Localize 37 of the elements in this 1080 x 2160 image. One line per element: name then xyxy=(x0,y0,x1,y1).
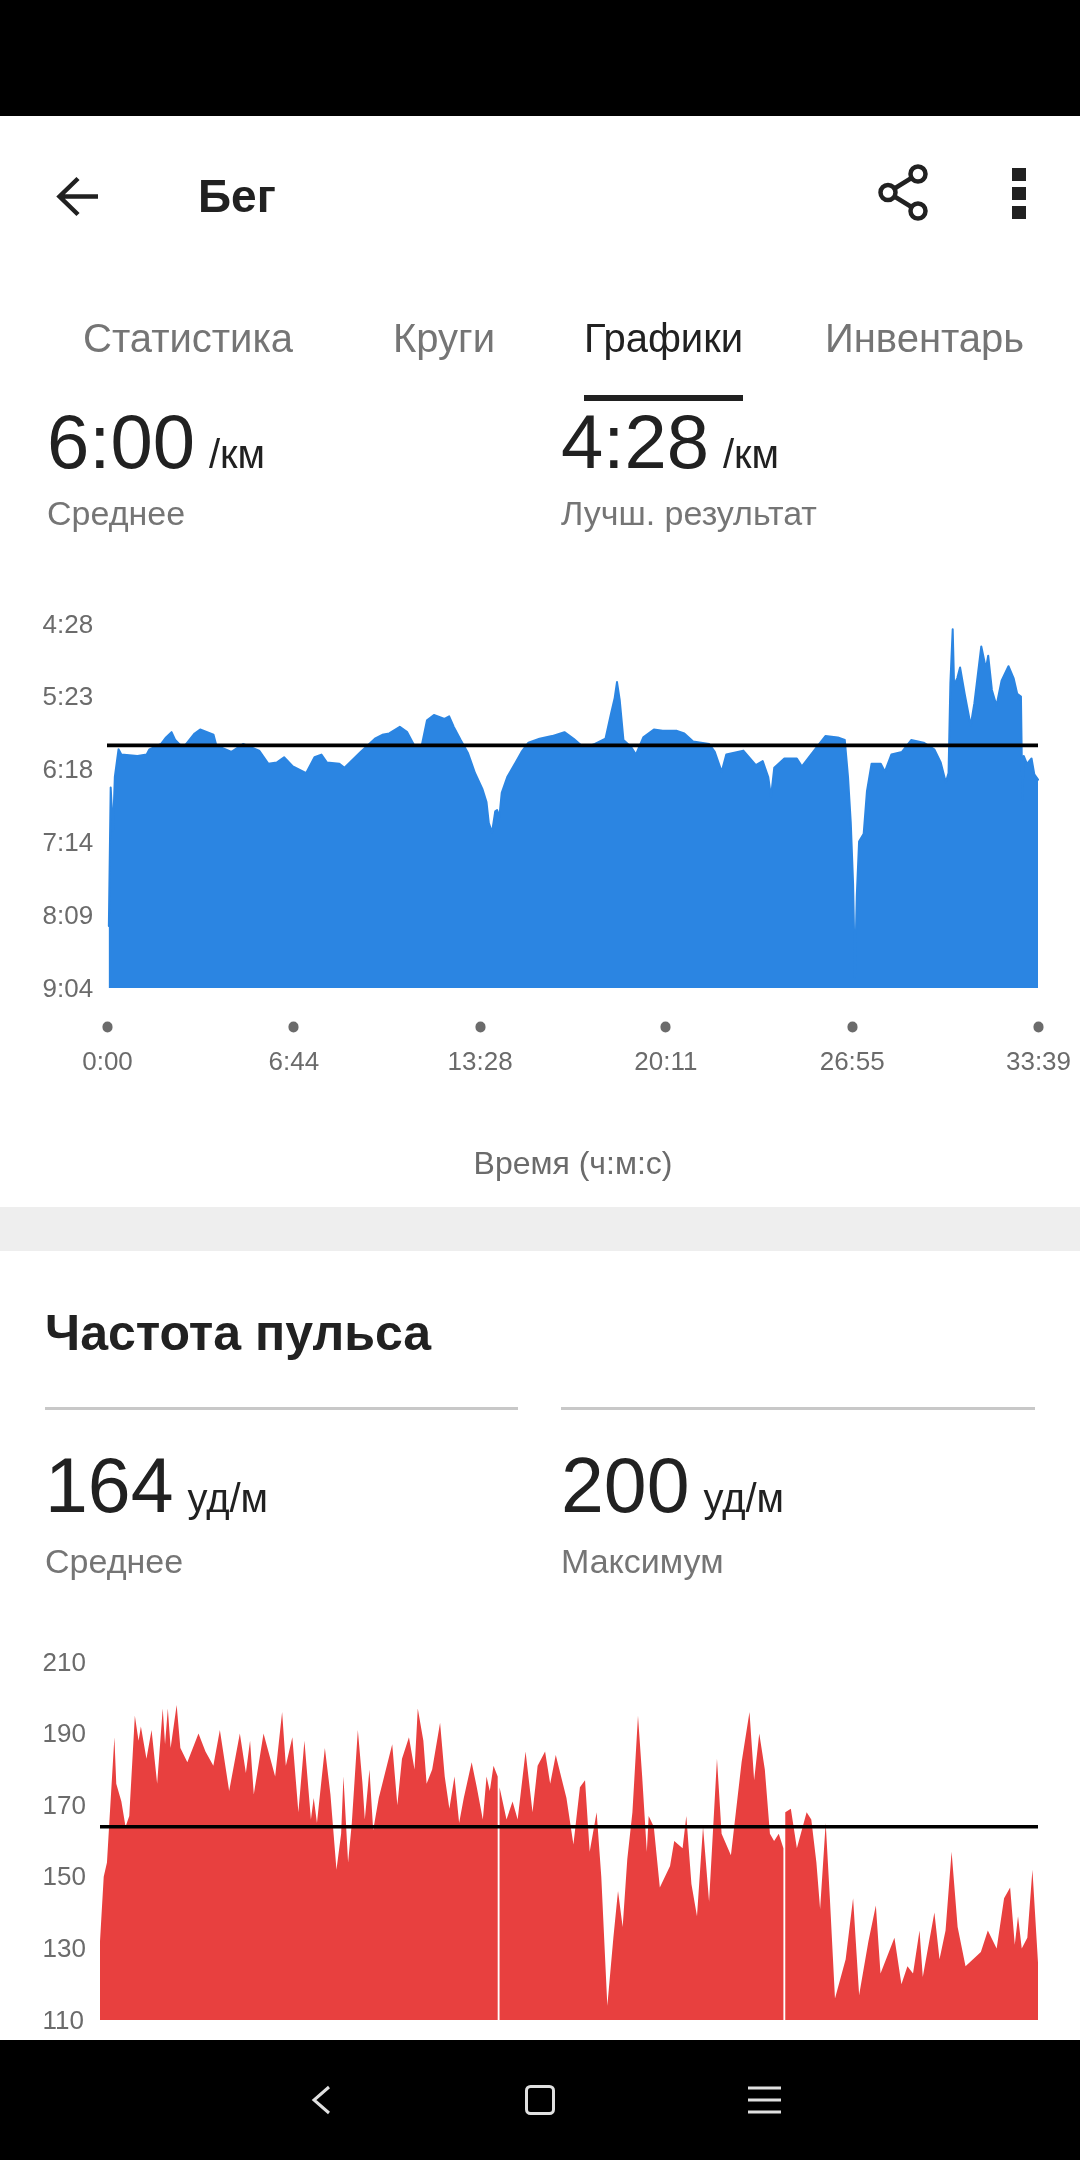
text: Максимум xyxy=(561,1542,724,1581)
y-tick-label: 190 xyxy=(42,1718,86,1749)
text: уд/м xyxy=(187,1475,269,1520)
chart-title: Бег xyxy=(198,170,276,223)
y-tick-label: 6:18 xyxy=(42,753,94,784)
text: 164 xyxy=(45,1441,174,1528)
y-tick-label: 8:09 xyxy=(42,899,94,930)
text: Графики xyxy=(584,316,744,361)
y-tick-label: 4:28 xyxy=(42,608,94,639)
y-tick-label: 150 xyxy=(42,1861,86,1892)
x-tick-label: 20:11 xyxy=(634,1045,698,1076)
text: 6:00 xyxy=(47,398,195,484)
y-tick-label: 5:23 xyxy=(42,681,94,712)
x-tick-label: 33:39 xyxy=(1005,1045,1072,1076)
text: Инвентарь xyxy=(825,316,1025,361)
text: 4:28 xyxy=(561,398,709,484)
x-tick-label: 26:55 xyxy=(819,1045,885,1076)
x-tick-label: 13:28 xyxy=(447,1045,513,1076)
y-tick-label: 9:04 xyxy=(42,972,94,1003)
text: Лучш. результат xyxy=(561,494,817,533)
x-axis-title: Время (ч:м:с) xyxy=(473,1144,673,1181)
x-tick-label: 0:00 xyxy=(82,1045,133,1076)
text: Круги xyxy=(393,316,496,361)
text: Среднее xyxy=(45,1542,184,1581)
text: /км xyxy=(722,431,780,476)
x-tick-label: 6:44 xyxy=(268,1045,320,1076)
text: /км xyxy=(208,431,266,476)
chart-title: Частота пульса xyxy=(45,1304,432,1361)
y-tick-label: 170 xyxy=(42,1789,86,1820)
y-tick-label: 7:14 xyxy=(42,827,94,858)
y-tick-label: 110 xyxy=(42,2004,84,2035)
text: Среднее xyxy=(47,494,186,533)
text: уд/м xyxy=(703,1475,785,1520)
y-tick-label: 210 xyxy=(42,1646,86,1677)
y-tick-label: 130 xyxy=(42,1932,86,1963)
text: 200 xyxy=(561,1441,690,1528)
text: Статистика xyxy=(83,316,294,361)
